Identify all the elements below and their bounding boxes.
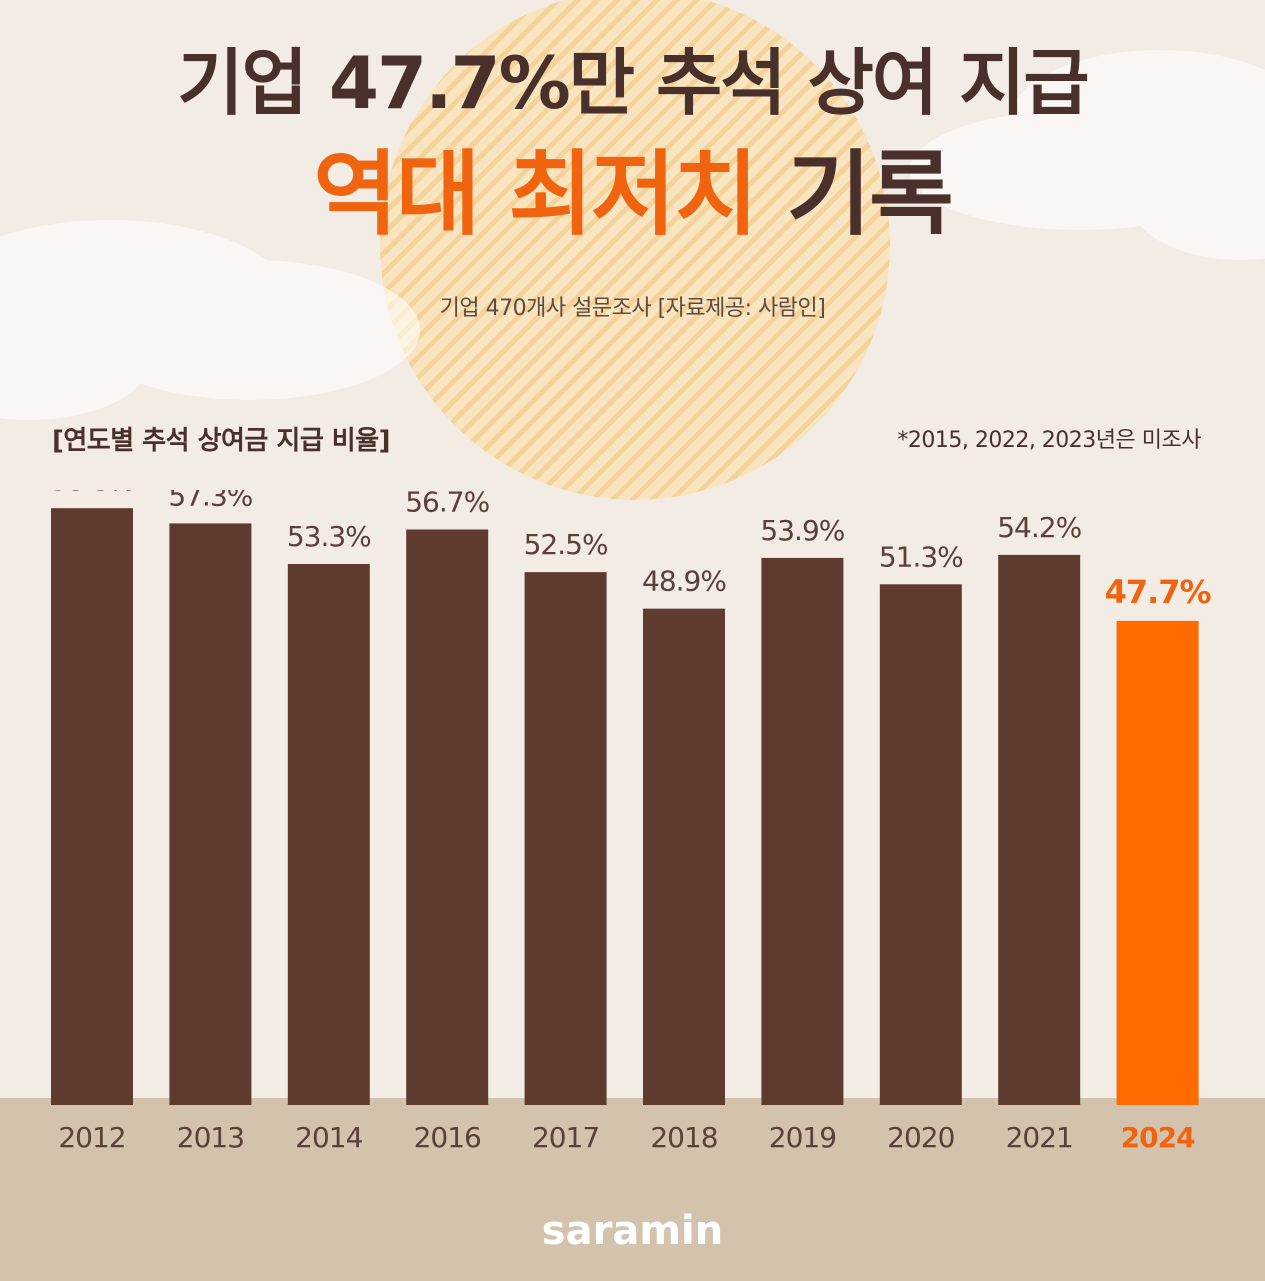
- x-tick-label-2017: 2017: [532, 1121, 599, 1154]
- bar-chart: 58.8% 2012 57.3% 2013 53.3% 2014 56.7% 2016 52.5…: [50, 490, 1213, 1154]
- bar-2019: [761, 557, 844, 1105]
- bar-2020: [879, 584, 962, 1105]
- chart-title: [연도별 추석 상여금 지급 비율]: [52, 426, 391, 456]
- bar-2014: [287, 564, 370, 1105]
- bar-2021: [998, 554, 1081, 1105]
- ground-band: [0, 1098, 1265, 1281]
- x-tick-label-2024: 2024: [1121, 1121, 1195, 1154]
- x-tick-label-2016: 2016: [414, 1121, 481, 1154]
- value-label-2021: 54.2%: [997, 511, 1081, 544]
- subheadline-highlight: 역대 최저치: [313, 141, 758, 248]
- bar-2024: [1116, 620, 1199, 1105]
- saramin-logo: saramin: [541, 1208, 724, 1254]
- bar-2018: [643, 608, 725, 1105]
- value-label-2013: 57.3%: [168, 490, 252, 512]
- bar-2016: [406, 529, 489, 1105]
- subheadline-rest: 기록: [786, 141, 953, 248]
- value-label-2024: 47.7%: [1105, 573, 1212, 611]
- x-tick-label-2019: 2019: [769, 1121, 836, 1154]
- footnote: *2015, 2022, 2023년은 미조사: [897, 428, 1201, 453]
- x-tick-label-2012: 2012: [58, 1121, 125, 1154]
- value-label-2019: 53.9%: [760, 514, 844, 547]
- x-tick-label-2021: 2021: [1006, 1121, 1073, 1154]
- value-label-2012: 58.8%: [50, 490, 134, 497]
- headline: 기업 47.7%만 추석 상여 지급: [177, 41, 1089, 125]
- cloud-right-shape: [910, 50, 1265, 260]
- survey-source: 기업 470개사 설문조사 [자료제공: 사람인]: [439, 296, 826, 321]
- value-label-2018: 48.9%: [642, 565, 726, 598]
- x-tick-label-2014: 2014: [295, 1121, 362, 1154]
- x-tick-label-2018: 2018: [650, 1121, 717, 1154]
- subheadline: 역대 최저치 기록: [0, 140, 1265, 250]
- value-label-2014: 53.3%: [287, 520, 371, 553]
- bar-2013: [169, 523, 252, 1105]
- full-moon-shape: [380, 0, 890, 500]
- bar-2017: [524, 572, 607, 1105]
- x-tick-label-2013: 2013: [177, 1121, 244, 1154]
- value-label-2016: 56.7%: [405, 490, 489, 518]
- value-label-2017: 52.5%: [524, 528, 608, 561]
- value-label-2020: 51.3%: [879, 540, 963, 573]
- bar-2012: [51, 508, 133, 1105]
- x-tick-label-2020: 2020: [887, 1121, 954, 1154]
- cloud-left-shape: [0, 220, 420, 420]
